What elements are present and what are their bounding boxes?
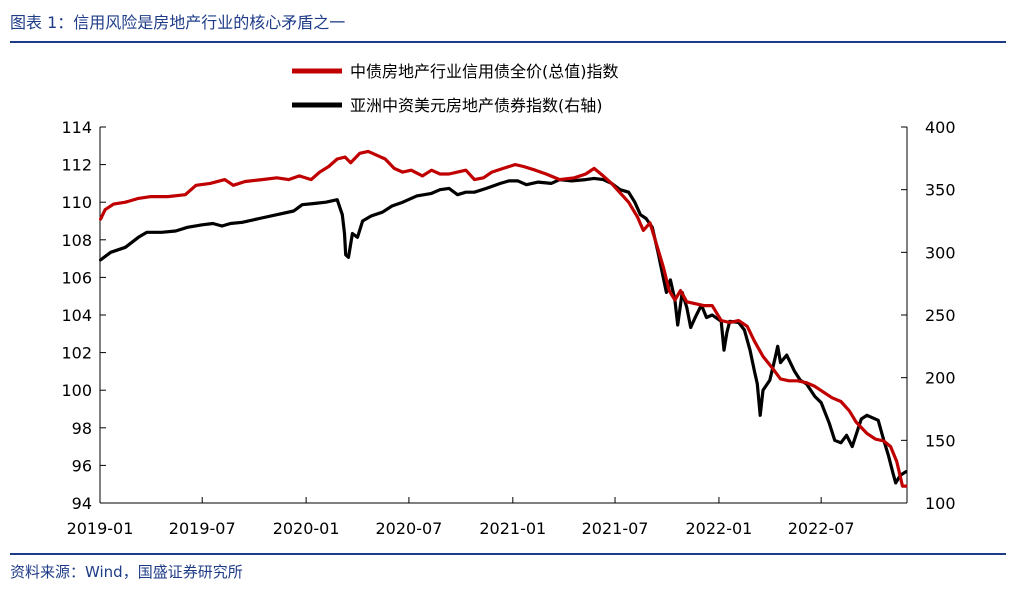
left-tick-label: 108 — [61, 231, 92, 250]
left-tick-label: 112 — [61, 156, 92, 175]
legend-label-credit-bond: 中债房地产行业信用债全价(总值)指数 — [350, 62, 619, 81]
x-tick-label: 2019-07 — [169, 519, 236, 538]
figure-title: 图表 1：信用风险是房地产行业的核心矛盾之一 — [10, 13, 346, 32]
right-tick-label: 400 — [925, 118, 956, 137]
right-tick-label: 300 — [925, 243, 956, 262]
source-note: 资料来源：Wind，国盛证券研究所 — [10, 563, 243, 581]
top-rule — [10, 41, 1006, 43]
chart-legend: 中债房地产行业信用债全价(总值)指数 亚洲中资美元房地产债券指数(右轴) — [292, 62, 619, 115]
right-tick-label: 250 — [925, 306, 956, 325]
right-tick-label: 150 — [925, 431, 956, 450]
series-line-usd-bond — [99, 176, 908, 485]
left-tick-label: 102 — [61, 344, 92, 363]
x-tick-label: 2020-07 — [375, 519, 442, 538]
left-tick-label: 106 — [61, 268, 92, 287]
x-tick-label: 2021-01 — [479, 519, 546, 538]
x-tick-label: 2022-07 — [788, 519, 855, 538]
right-tick-label: 200 — [925, 369, 956, 388]
left-tick-label: 98 — [72, 419, 92, 438]
series-line-credit-bond — [99, 149, 908, 488]
x-tick-label: 2021-07 — [582, 519, 649, 538]
left-tick-label: 110 — [61, 193, 92, 212]
legend-label-usd-bond: 亚洲中资美元房地产债券指数(右轴) — [350, 96, 603, 115]
x-tick-label: 2019-01 — [67, 519, 134, 538]
x-tick-label: 2020-01 — [273, 519, 340, 538]
chart-axes: 114 112 110 108 106 104 102 100 98 96 94 400 350 300 2… — [61, 118, 955, 538]
left-tick-label: 100 — [61, 381, 92, 400]
right-tick-label: 100 — [925, 494, 956, 513]
left-tick-label: 94 — [72, 494, 92, 513]
left-tick-label: 96 — [72, 456, 92, 475]
left-tick-label: 104 — [61, 306, 92, 325]
line-chart: 中债房地产行业信用债全价(总值)指数 亚洲中资美元房地产债券指数(右轴) 114… — [61, 62, 955, 538]
bottom-rule — [10, 553, 1006, 555]
chart-series — [99, 149, 908, 488]
x-tick-label: 2022-01 — [686, 519, 753, 538]
left-tick-label: 114 — [61, 118, 92, 137]
right-tick-label: 350 — [925, 181, 956, 200]
